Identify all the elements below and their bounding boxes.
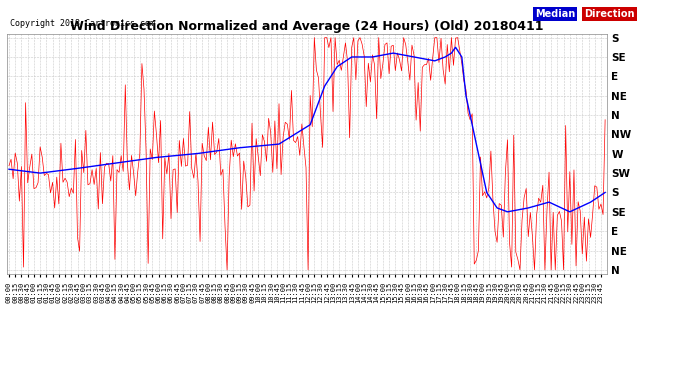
Text: Copyright 2018 Cartronics.com: Copyright 2018 Cartronics.com xyxy=(10,19,155,28)
Title: Wind Direction Normalized and Average (24 Hours) (Old) 20180411: Wind Direction Normalized and Average (2… xyxy=(70,20,544,33)
Text: Direction: Direction xyxy=(584,9,635,19)
Text: Median: Median xyxy=(535,9,575,19)
